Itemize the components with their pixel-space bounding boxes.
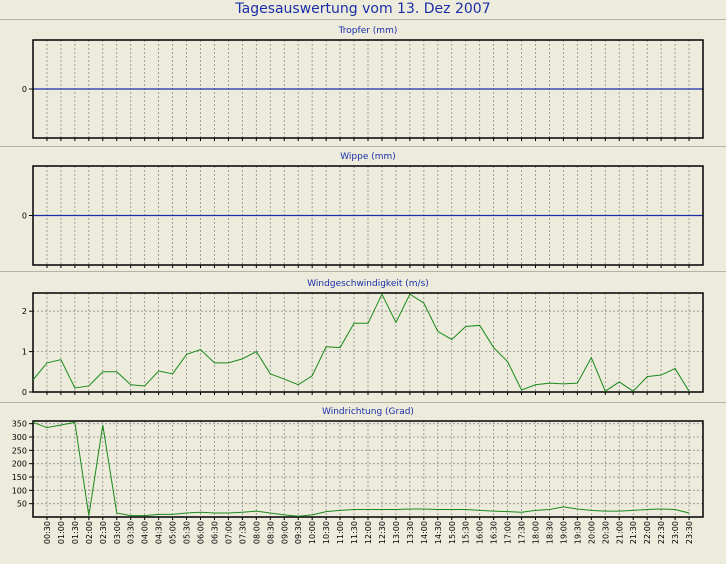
x-tick-label: 23:00 [671, 521, 680, 544]
chart-panel: Tropfer (mm) 0 [22, 26, 704, 141]
x-tick-label: 15:30 [462, 521, 471, 544]
y-tick-label: 250 [12, 446, 27, 455]
x-tick-label: 11:30 [350, 521, 359, 544]
x-tick-label: 10:00 [308, 521, 317, 544]
x-tick-label: 04:00 [141, 521, 150, 544]
x-tick-label: 16:00 [476, 521, 485, 544]
x-tick-label: 18:30 [545, 521, 554, 544]
chart-title: Tropfer (mm) [338, 26, 398, 36]
panel-separator [0, 19, 726, 20]
y-tick-label: 0 [22, 212, 27, 221]
x-tick-label: 13:30 [406, 521, 415, 544]
x-tick-label: 03:30 [127, 521, 136, 544]
x-tick-label: 22:00 [643, 521, 652, 544]
x-tick-label: 07:30 [238, 521, 247, 544]
x-tick-label: 06:30 [210, 521, 219, 544]
chart-title: Wippe (mm) [340, 152, 396, 162]
x-tick-label: 14:00 [420, 521, 429, 544]
y-tick-label: 2 [22, 307, 27, 316]
y-tick-label: 100 [12, 486, 27, 495]
x-tick-label: 05:00 [169, 521, 178, 544]
x-tick-label: 12:00 [364, 521, 373, 544]
x-tick-label: 00:30 [43, 521, 52, 544]
x-tick-label: 10:30 [322, 521, 331, 544]
x-tick-label: 07:00 [224, 521, 233, 544]
chart-panel: Windgeschwindigkeit (m/s) 0 1 2 [22, 279, 704, 397]
y-tick-label: 0 [22, 388, 27, 397]
y-tick-label: 1 [22, 348, 27, 357]
series-line [32, 421, 690, 517]
y-tick-label: 150 [12, 473, 27, 482]
x-tick-label: 21:00 [615, 521, 624, 544]
x-tick-label: 16:30 [490, 521, 499, 544]
panel-separator [0, 402, 726, 403]
x-tick-label: 01:30 [71, 521, 80, 544]
chart-title: Windgeschwindigkeit (m/s) [307, 279, 429, 289]
x-tick-label: 21:30 [629, 521, 638, 544]
y-tick-label: 300 [12, 433, 27, 442]
x-tick-label: 19:00 [559, 521, 568, 544]
x-tick-label: 06:00 [197, 521, 206, 544]
chart-panel: Windrichtung (Grad) 50 100 150 200 250 300 350 [12, 407, 704, 520]
series-line [32, 293, 690, 392]
x-tick-label: 18:00 [532, 521, 541, 544]
x-tick-label: 22:30 [657, 521, 666, 544]
x-tick-label: 12:30 [378, 521, 387, 544]
x-tick-label: 15:00 [448, 521, 457, 544]
y-tick-label: 0 [22, 85, 27, 94]
x-tick-label: 02:30 [99, 521, 108, 544]
x-tick-label: 23:30 [685, 521, 694, 544]
x-tick-label: 11:00 [336, 521, 345, 544]
x-tick-label: 03:00 [113, 521, 122, 544]
y-tick-label: 350 [12, 420, 27, 429]
panel-separator [0, 146, 726, 147]
chart-title: Windrichtung (Grad) [322, 407, 414, 417]
panel-separator [0, 271, 726, 272]
x-tick-label: 17:30 [518, 521, 527, 544]
x-tick-label: 08:00 [252, 521, 261, 544]
x-tick-label: 20:30 [601, 521, 610, 544]
x-tick-label: 19:30 [573, 521, 582, 544]
y-tick-label: 200 [12, 460, 27, 469]
x-tick-label: 14:30 [434, 521, 443, 544]
x-tick-label: 17:00 [504, 521, 513, 544]
y-tick-label: 50 [17, 500, 27, 509]
x-tick-label: 08:30 [266, 521, 275, 544]
x-tick-label: 04:30 [155, 521, 164, 544]
chart-panel: Wippe (mm) 0 [22, 152, 704, 268]
x-tick-label: 01:00 [57, 521, 66, 544]
x-tick-label: 09:00 [280, 521, 289, 544]
x-tick-label: 02:00 [85, 521, 94, 544]
x-tick-label: 20:00 [587, 521, 596, 544]
x-tick-label: 05:30 [183, 521, 192, 544]
x-tick-label: 13:00 [392, 521, 401, 544]
page-title: Tagesauswertung vom 13. Dez 2007 [235, 1, 491, 17]
x-tick-label: 09:30 [294, 521, 303, 544]
